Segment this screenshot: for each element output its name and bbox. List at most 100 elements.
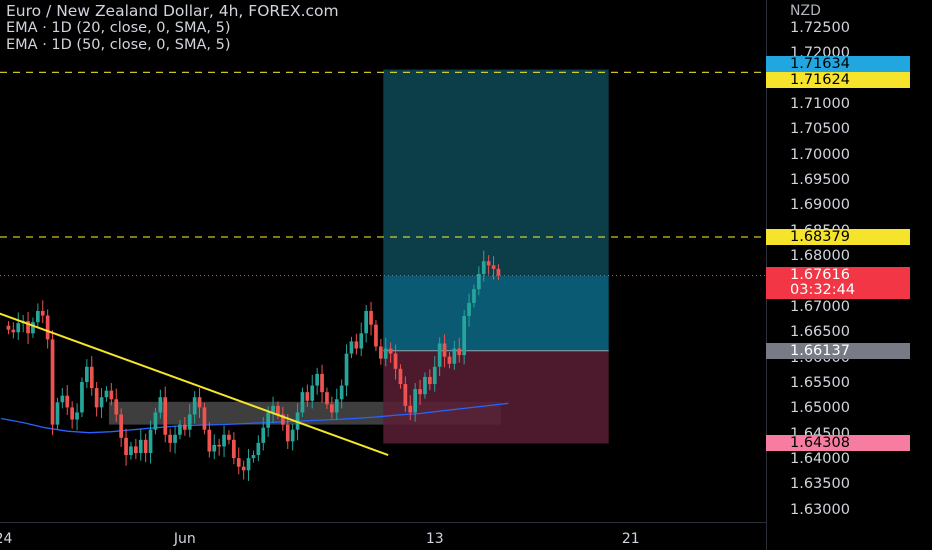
- candle-body: [134, 446, 138, 454]
- candle-body: [477, 273, 481, 290]
- candle-body: [403, 384, 408, 406]
- candle-body: [379, 346, 383, 359]
- chart-legend: Euro / New Zealand Dollar, 4h, FOREX.com…: [6, 3, 339, 54]
- candle-body: [222, 434, 226, 447]
- x-tick-label: 21: [621, 531, 640, 547]
- candle-body: [138, 439, 143, 454]
- candle-body: [232, 439, 236, 459]
- candle-body: [339, 385, 344, 400]
- candle-body: [212, 444, 217, 452]
- candle-body: [467, 302, 471, 317]
- candle-body: [85, 366, 89, 383]
- candle-body: [163, 397, 168, 435]
- candle-body: [320, 373, 324, 393]
- y-tick-label: 1.65000: [790, 400, 850, 417]
- candle-body: [26, 321, 30, 334]
- x-tick-label: 24: [0, 531, 13, 547]
- candle-body: [305, 392, 310, 401]
- y-tick-label: 1.69000: [790, 197, 850, 214]
- candle-body: [354, 341, 359, 349]
- candle-body: [315, 373, 319, 386]
- indicator-ema-20[interactable]: EMA · 1D (20, close, 0, SMA, 5): [6, 20, 231, 36]
- countdown-timer: 03:32:44: [790, 281, 856, 298]
- candle-body: [452, 348, 457, 364]
- candle-body: [271, 405, 275, 413]
- price-badge-value: 1.71624: [790, 72, 850, 89]
- price-badge-value: 1.68379: [790, 228, 850, 245]
- y-tick-label: 1.70000: [790, 146, 850, 163]
- candle-body: [50, 339, 55, 425]
- y-tick-label: 1.67000: [790, 298, 850, 315]
- candle-body: [236, 458, 241, 467]
- candle-body: [40, 310, 45, 316]
- candle-body: [374, 324, 378, 347]
- candle-body: [192, 397, 197, 415]
- candle-body: [207, 429, 212, 452]
- candle-body: [197, 397, 202, 408]
- candle-body: [158, 397, 163, 413]
- x-tick-label: 13: [425, 531, 444, 547]
- candle-body: [60, 395, 65, 403]
- candle-body: [6, 325, 11, 330]
- candle-body: [364, 310, 368, 334]
- price-badge: 1.71634: [766, 55, 910, 72]
- candle-body: [99, 397, 104, 408]
- stop-zone: [383, 350, 609, 444]
- candle-body: [413, 389, 417, 413]
- candle-body: [300, 392, 305, 413]
- candle-body: [241, 466, 246, 471]
- y-tick-label: 1.64000: [790, 451, 850, 468]
- candle-body: [383, 348, 388, 359]
- y-tick-label: 1.69500: [790, 172, 850, 189]
- candle-body: [148, 429, 153, 454]
- y-tick-label: 1.63000: [790, 501, 850, 518]
- candle-body: [89, 366, 94, 389]
- y-tick-label: 1.72500: [790, 19, 850, 36]
- candle-body: [114, 399, 119, 415]
- candle-body: [227, 434, 231, 440]
- candle-body: [423, 376, 427, 395]
- candle-body: [393, 353, 398, 369]
- candle-body: [418, 389, 422, 395]
- candle-body: [398, 368, 403, 385]
- candle-body: [266, 412, 270, 428]
- candle-body: [408, 405, 413, 413]
- currency-label: NZD: [790, 3, 821, 19]
- price-badge: 1.67616 03:32:44: [766, 266, 910, 299]
- candle-body: [168, 434, 172, 443]
- candle-body: [432, 366, 437, 385]
- candle-body: [16, 323, 21, 333]
- candle-body: [45, 315, 50, 340]
- candle-body: [65, 395, 70, 408]
- candle-body: [70, 407, 74, 420]
- candle-body: [129, 446, 133, 456]
- candle-body: [276, 405, 280, 415]
- price-badge: 1.66137: [766, 342, 910, 359]
- candle-body: [428, 376, 432, 385]
- y-tick-label: 1.66500: [790, 324, 850, 341]
- ema-line: [0, 402, 509, 434]
- price-badge: 1.71624: [766, 72, 910, 89]
- candle-body: [330, 404, 334, 413]
- y-tick-label: 1.63500: [790, 476, 850, 493]
- candle-body: [183, 424, 187, 430]
- candle-body: [153, 412, 158, 430]
- indicator-ema-50[interactable]: EMA · 1D (50, close, 0, SMA, 5): [6, 37, 231, 53]
- x-tick-label: Jun: [173, 531, 196, 547]
- candle-body: [256, 442, 261, 456]
- candle-body: [31, 322, 35, 334]
- candle-body: [178, 424, 182, 435]
- candle-body: [457, 348, 462, 356]
- price-badge-value: 1.64308: [790, 435, 850, 452]
- candle-body: [462, 316, 466, 356]
- price-badge: 1.64308: [766, 435, 910, 452]
- candle-body: [496, 268, 501, 276]
- candle-body: [94, 388, 99, 408]
- candle-body: [202, 407, 207, 430]
- candle-body: [173, 434, 177, 443]
- price-badge: 1.68379: [766, 228, 910, 245]
- profit-zone: [383, 275, 609, 351]
- candle-body: [143, 439, 148, 454]
